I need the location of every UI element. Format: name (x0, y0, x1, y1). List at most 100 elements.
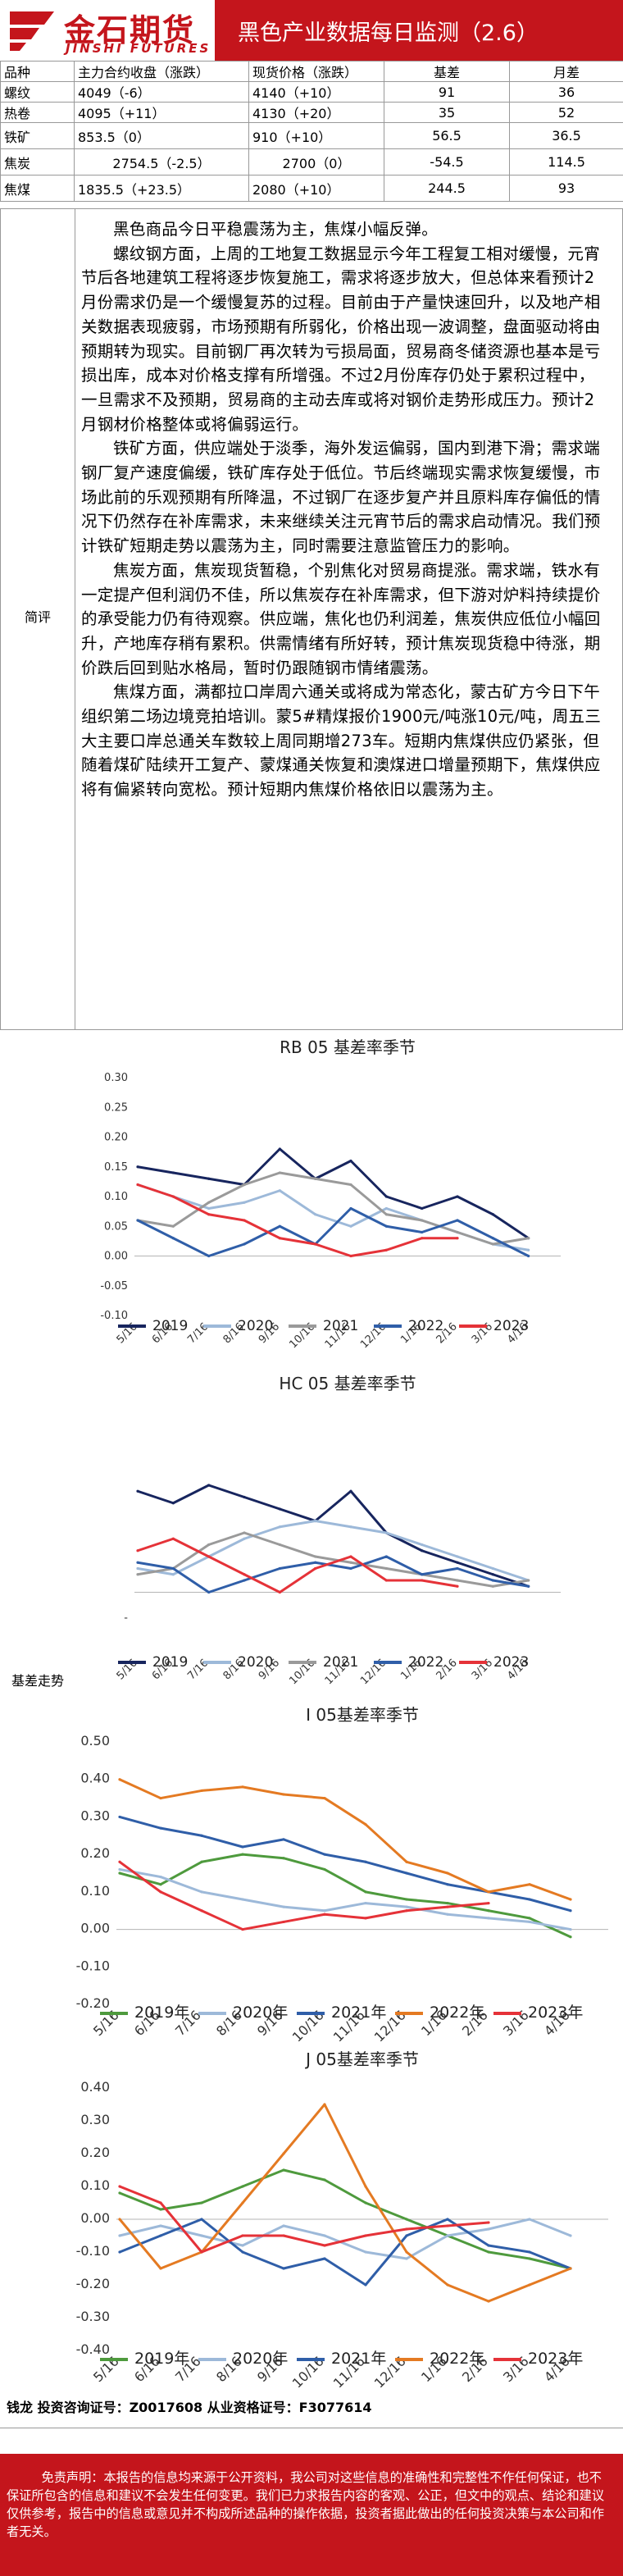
series-line-2023年 (119, 1861, 489, 1931)
table-cell: 热卷 (0, 102, 75, 123)
commentary-section: 简评 黑色商品今日平稳震荡为主，焦煤小幅反弹。 螺纹钢方面，上周的工地复工数据显… (0, 208, 623, 1030)
y-tick-label: -0.10 (76, 1958, 110, 1973)
data-point (136, 1165, 139, 1169)
y-tick-label: - (124, 1612, 128, 1625)
y-tick-label: 0.10 (80, 2177, 110, 2193)
table-header-cell: 月差 (509, 61, 623, 82)
commentary-paragraph: 螺纹钢方面，上周的工地复工数据显示今年工程复工相对缓慢，元宵节后各地建筑工程将逐… (81, 244, 601, 434)
data-point (207, 1484, 211, 1487)
data-point (243, 1242, 246, 1246)
commentary-text: 黑色商品今日平稳震荡为主，焦煤小幅反弹。 螺纹钢方面，上周的工地复工数据显示今年… (81, 217, 607, 802)
data-point (421, 1219, 424, 1222)
table-cell: -54.5 (384, 148, 510, 176)
data-point (241, 1845, 244, 1849)
commentary-paragraph: 黑色商品今日平稳震荡为主，焦煤小幅反弹。 (113, 220, 439, 239)
company-logo: 金石期货 JINSHI FUTURES (0, 0, 215, 61)
series-line-2023 (137, 1537, 458, 1593)
legend-label: 2022年 (430, 2350, 484, 2368)
data-point (446, 1901, 449, 1905)
data-point (171, 1237, 175, 1240)
data-point (200, 1890, 203, 1894)
data-point (159, 2208, 162, 2211)
table-row: 焦炭 2754.5（-2.5） 2700（0） -54.5 114.5 (0, 148, 623, 176)
data-point (421, 1230, 424, 1234)
table-cell: 铁矿 (0, 122, 75, 149)
data-point (569, 1935, 572, 1939)
data-point (349, 1224, 352, 1228)
data-point (241, 2201, 244, 2204)
data-point (446, 1883, 449, 1886)
y-tick-label: -0.40 (76, 2341, 110, 2357)
y-tick-label: 0.20 (80, 1845, 110, 1861)
data-point (159, 2224, 162, 2227)
data-point (323, 2178, 326, 2182)
series-line-2021 (137, 1171, 529, 1246)
data-point (456, 1219, 459, 1222)
data-point (136, 1219, 139, 1222)
y-tick-label: -0.05 (100, 1280, 128, 1293)
data-point (243, 1219, 246, 1222)
y-tick-label: 0.10 (80, 1883, 110, 1899)
x-tick-label: 5/16 (115, 1320, 140, 1346)
data-point (405, 2227, 408, 2231)
data-point (487, 2221, 490, 2224)
series-line-2023 (137, 1183, 457, 1257)
data-point (349, 1489, 352, 1493)
data-point (159, 2267, 162, 2270)
chart-title: J 05基差率季节 (304, 2049, 419, 2069)
data-point (207, 1543, 211, 1547)
data-point (243, 1531, 246, 1534)
data-point (528, 2283, 531, 2286)
data-point (446, 2283, 449, 2286)
data-point (243, 1183, 246, 1187)
data-point (364, 1901, 367, 1905)
legend-label: 2019年 (134, 2350, 189, 2368)
data-point (282, 1857, 285, 1860)
legend-label: 2022年 (430, 2004, 484, 2022)
table-header-cell: 基差 (384, 61, 510, 82)
basis-charts-svg: RB 05 基差率季节 0.30 0.25 0.20 0.15 0.10 0.05 0.00 -… (76, 1037, 608, 2391)
legend-label: 2023 (493, 1318, 529, 1334)
data-point (456, 1566, 459, 1571)
data-point (323, 1796, 326, 1800)
series-line-2022 (137, 1555, 529, 1593)
table-header-cell: 品种 (0, 61, 75, 82)
data-point (384, 1531, 388, 1534)
data-point (569, 1909, 572, 1913)
data-point (349, 1525, 352, 1529)
data-point (278, 1237, 281, 1240)
table-cell: 焦煤 (0, 175, 75, 202)
data-point (207, 1206, 211, 1210)
legend-label: 2021 (323, 1654, 358, 1671)
data-point (171, 1573, 175, 1576)
data-point (491, 1579, 494, 1582)
data-point (207, 1555, 211, 1558)
data-point (487, 1909, 490, 1913)
legend-label: 2019 (152, 1654, 188, 1671)
series-line-2019 (137, 1147, 530, 1239)
table-cell: 螺纹 (0, 81, 75, 103)
data-point (207, 1590, 211, 1594)
legend-label: 2021 (323, 1318, 358, 1334)
data-point (282, 2234, 285, 2237)
data-point (405, 1860, 408, 1863)
table-cell: 93 (509, 175, 623, 202)
data-point (314, 1561, 317, 1564)
y-tick-label: 0.50 (80, 1733, 110, 1748)
data-point (527, 1584, 530, 1588)
data-point (527, 1248, 530, 1252)
data-point (200, 2218, 203, 2221)
table-cell: 36 (509, 81, 623, 103)
data-point (159, 2201, 162, 2204)
data-point (528, 1883, 531, 1886)
data-point (569, 1898, 572, 1901)
data-point (528, 2250, 531, 2254)
series-line-2020 (137, 1520, 530, 1582)
table-cell: 4095（+11） (74, 102, 249, 123)
y-tick-label: 0.30 (104, 1072, 128, 1084)
data-point (456, 1195, 459, 1198)
data-point (278, 1171, 281, 1174)
data-point (159, 1826, 162, 1830)
y-tick-label: 0.00 (80, 1921, 110, 1936)
data-point (323, 1913, 326, 1916)
